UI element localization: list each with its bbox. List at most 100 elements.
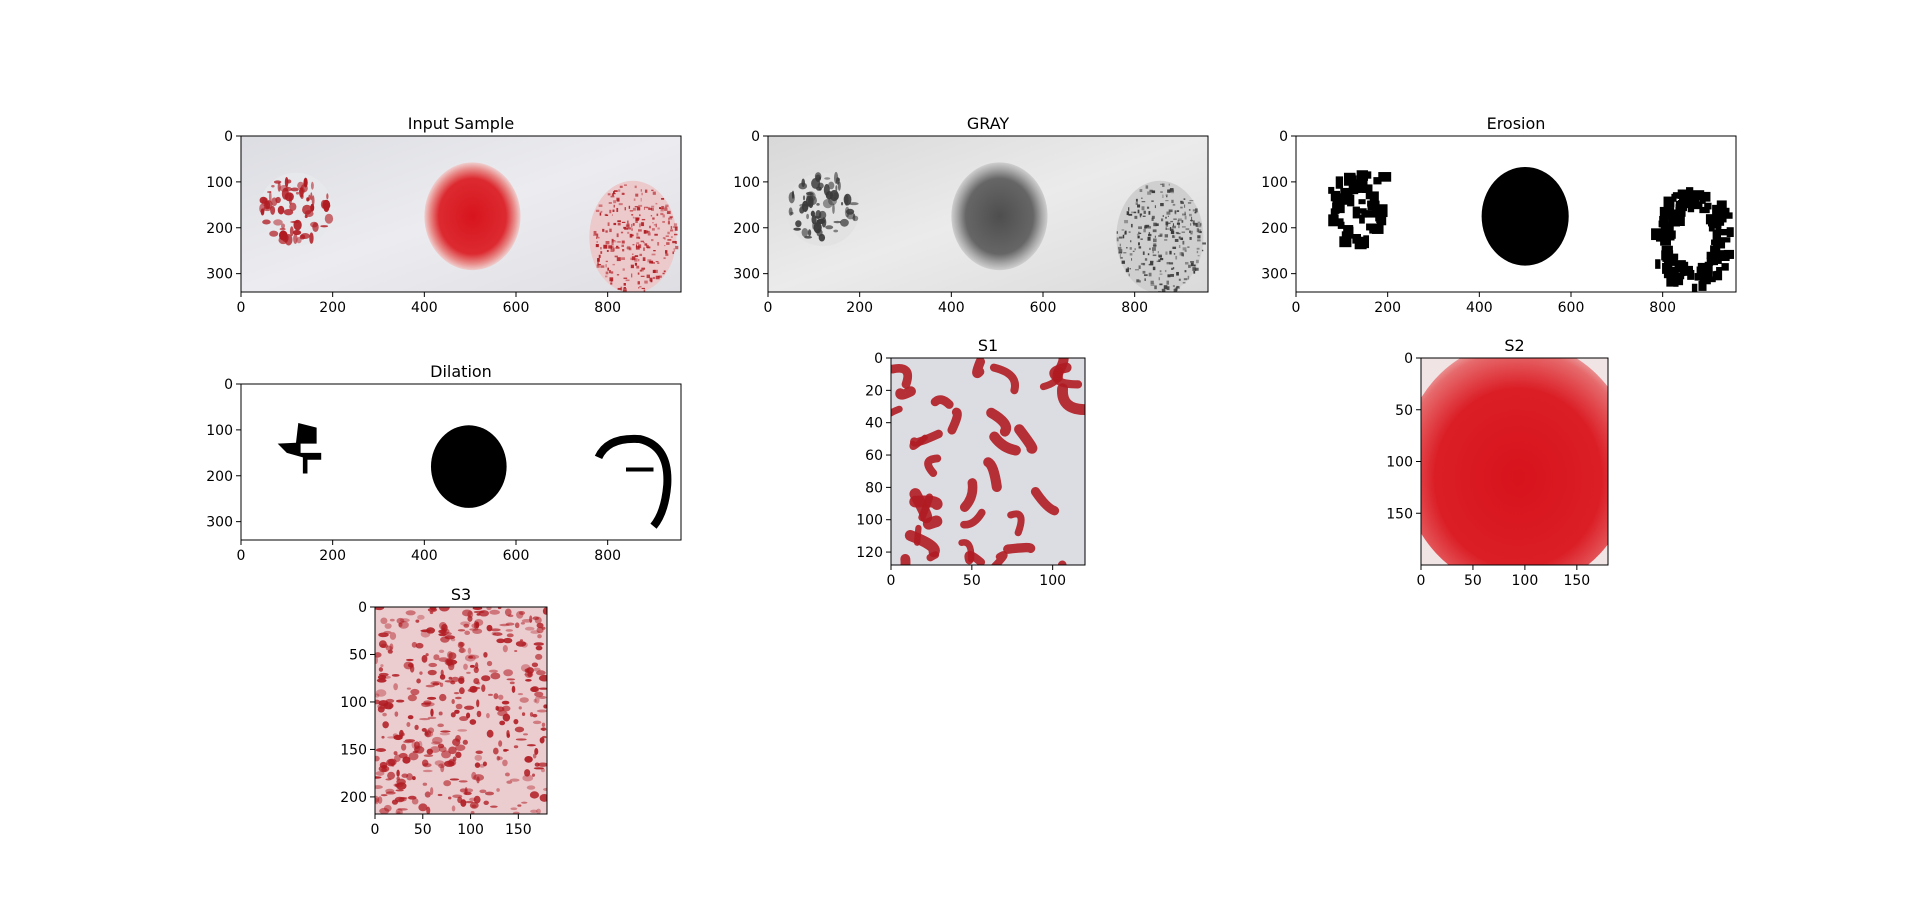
crop-speckle xyxy=(427,727,435,734)
crop-speckle xyxy=(515,640,527,647)
right-sample-speckle xyxy=(1157,251,1159,254)
mask-blob xyxy=(1655,259,1661,269)
crop-speckle xyxy=(530,809,538,814)
crop-speckle xyxy=(490,628,501,632)
crop-speckle xyxy=(422,782,428,786)
right-sample-speckle xyxy=(1152,229,1157,233)
crop-speckle xyxy=(506,633,514,638)
right-sample-speckle xyxy=(1172,223,1175,227)
right-sample-speckle xyxy=(1154,205,1157,209)
right-sample-speckle xyxy=(667,231,670,235)
right-sample-speckle xyxy=(1172,234,1174,238)
y-tick-label: 100 xyxy=(856,513,883,529)
crop-speckle xyxy=(515,738,527,741)
crop-speckle xyxy=(387,771,396,780)
crop-speckle xyxy=(455,744,466,751)
crop-speckle xyxy=(457,629,466,632)
right-sample-speckle xyxy=(664,207,668,211)
crop-speckle xyxy=(424,702,435,707)
right-sample-speckle xyxy=(1129,268,1131,270)
crop-speckle xyxy=(380,794,388,797)
right-sample-speckle xyxy=(1182,282,1186,284)
right-sample-speckle xyxy=(673,223,678,226)
crop-speckle xyxy=(406,721,411,727)
crop-speckle xyxy=(476,699,480,708)
right-sample-speckle xyxy=(1168,183,1170,186)
left-sample-mark xyxy=(811,178,821,189)
crop-speckle xyxy=(408,752,419,761)
crop-speckle xyxy=(486,607,492,611)
crop-speckle xyxy=(453,692,460,695)
mask-blob xyxy=(1718,215,1727,223)
mask-blob xyxy=(1705,214,1717,225)
crop-stroke xyxy=(891,364,913,389)
x-tick-label: 400 xyxy=(411,300,438,316)
mask-blob xyxy=(1720,212,1733,219)
right-sample-speckle xyxy=(672,240,677,244)
crop-stroke xyxy=(989,363,1020,395)
crop-stroke xyxy=(924,454,942,478)
crop-speckle xyxy=(389,643,394,651)
right-sample-speckle xyxy=(1189,236,1192,240)
crop-speckle xyxy=(448,746,457,755)
right-sample-speckle xyxy=(618,189,621,192)
right-sample-speckle xyxy=(605,214,609,216)
left-sample-mark xyxy=(816,228,823,237)
right-sample-speckle xyxy=(1158,254,1162,258)
left-sample-mark xyxy=(293,233,298,244)
mask-blob xyxy=(1711,247,1721,254)
right-sample-speckle xyxy=(1169,227,1172,231)
right-sample-speckle xyxy=(640,240,644,243)
left-sample-mark xyxy=(845,208,855,215)
crop-speckle xyxy=(483,800,489,805)
right-sample-speckle xyxy=(1162,183,1165,187)
right-sample-speckle xyxy=(612,263,615,266)
right-sample-speckle xyxy=(1130,223,1133,228)
x-tick-label: 50 xyxy=(414,822,432,838)
right-sample-speckle xyxy=(1135,198,1138,202)
right-sample-speckle xyxy=(1118,236,1123,239)
right-sample-speckle xyxy=(1116,237,1119,242)
right-sample-speckle xyxy=(653,224,656,226)
right-sample-speckle xyxy=(1128,207,1130,211)
left-sample-mark xyxy=(311,195,315,207)
y-tick-label: 120 xyxy=(856,545,883,561)
crop-speckle xyxy=(540,728,545,731)
right-sample-speckle xyxy=(1165,228,1170,230)
y-tick-label: 300 xyxy=(1261,267,1288,283)
crop-stroke xyxy=(1053,358,1069,378)
right-sample-speckle xyxy=(1190,233,1193,235)
left-sample-mark xyxy=(791,190,795,199)
right-sample-speckle xyxy=(632,244,635,246)
crop-speckle xyxy=(451,699,455,705)
right-sample-speckle xyxy=(1184,270,1187,273)
right-sample-speckle xyxy=(662,214,665,218)
right-sample-speckle xyxy=(1150,283,1155,286)
crop-speckle xyxy=(375,607,385,611)
right-sample-speckle xyxy=(1168,189,1172,193)
crop-speckle xyxy=(420,629,431,633)
x-tick-label: 400 xyxy=(411,548,438,564)
x-tick-label: 50 xyxy=(1464,573,1482,589)
y-tick-label: 0 xyxy=(1279,129,1288,145)
crop-speckle xyxy=(471,804,477,808)
crop-speckle xyxy=(459,687,465,695)
right-sample-speckle xyxy=(634,255,639,258)
crop-speckle xyxy=(513,745,519,749)
right-sample-speckle xyxy=(610,271,614,274)
right-sample-speckle xyxy=(641,222,645,227)
crop-speckle xyxy=(438,711,443,716)
mask-blob xyxy=(1686,187,1694,198)
crop-speckle xyxy=(482,761,487,767)
right-sample-speckle xyxy=(651,253,656,256)
right-sample-speckle xyxy=(1148,232,1151,236)
mask-blob xyxy=(1661,250,1674,261)
right-sample-speckle xyxy=(1172,246,1177,250)
left-sample-mark xyxy=(300,184,308,193)
mask-blob xyxy=(1347,194,1355,207)
crop-speckle xyxy=(459,788,468,793)
right-sample-speckle xyxy=(1181,231,1186,233)
crop-speckle xyxy=(446,659,458,665)
mask-blob xyxy=(1352,206,1360,219)
crop-speckle xyxy=(472,607,483,611)
